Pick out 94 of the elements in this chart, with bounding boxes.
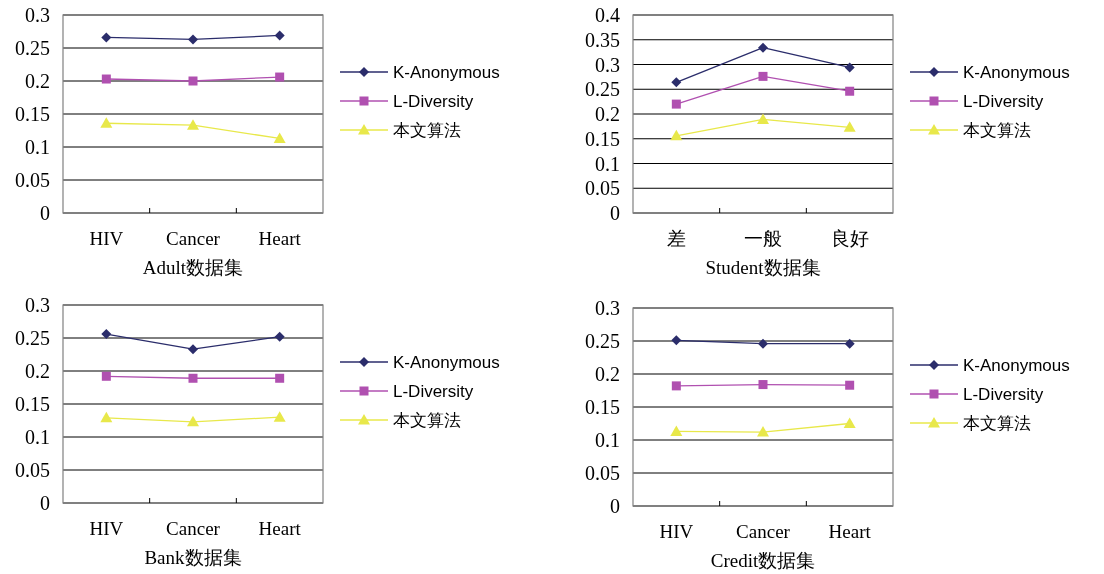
y-tick-label: 0.25 xyxy=(15,327,50,349)
point xyxy=(101,329,112,340)
y-tick-label: 0.3 xyxy=(595,53,620,76)
point xyxy=(670,129,683,141)
x-tick-label: Cancer xyxy=(166,228,221,249)
x-tick-label: Heart xyxy=(828,521,872,542)
y-tick-label: 0.1 xyxy=(25,426,50,448)
point xyxy=(188,373,198,383)
point xyxy=(100,411,113,423)
y-tick-label: 0.25 xyxy=(15,37,50,59)
point xyxy=(843,121,856,132)
x-tick-label: Heart xyxy=(258,228,302,249)
legend-label: L-Diversity xyxy=(393,92,474,111)
y-tick-label: 0.15 xyxy=(15,103,50,125)
point xyxy=(844,338,855,349)
y-tick-label: 0.2 xyxy=(595,363,620,385)
point xyxy=(843,417,856,428)
point xyxy=(101,74,111,84)
x-axis-title: Credit数据集 xyxy=(710,550,816,571)
y-tick-label: 0 xyxy=(610,202,620,224)
point xyxy=(188,76,198,86)
legend-label: L-Diversity xyxy=(393,382,474,401)
y-tick-label: 0.15 xyxy=(585,396,620,418)
legend-label: 本文算法 xyxy=(393,411,461,430)
point xyxy=(274,331,285,342)
y-tick-label: 0 xyxy=(40,202,50,224)
point xyxy=(845,380,855,390)
y-tick-label: 0.2 xyxy=(595,103,620,125)
point xyxy=(273,411,286,422)
y-tick-label: 0.25 xyxy=(585,330,620,352)
y-tick-label: 0.3 xyxy=(595,297,620,319)
point xyxy=(275,72,285,82)
x-tick-label: HIV xyxy=(659,521,694,542)
legend-label: L-Diversity xyxy=(963,92,1044,111)
point xyxy=(671,381,681,391)
point xyxy=(844,62,855,73)
point xyxy=(671,77,682,88)
y-tick-label: 0.1 xyxy=(595,152,620,175)
y-tick-label: 0.4 xyxy=(595,4,620,26)
point xyxy=(758,380,768,390)
y-tick-label: 0.3 xyxy=(25,294,50,316)
x-tick-label: Cancer xyxy=(736,521,791,542)
point xyxy=(671,335,682,346)
legend-label: K-Anonymous xyxy=(393,353,500,372)
x-tick-label: Cancer xyxy=(166,518,221,539)
y-tick-label: 0 xyxy=(40,492,50,514)
point xyxy=(275,373,285,383)
y-tick-label: 0.15 xyxy=(15,393,50,415)
point xyxy=(757,113,769,124)
legend-label: L-Diversity xyxy=(963,385,1044,404)
x-tick-label: HIV xyxy=(89,228,124,249)
x-axis-title: Bank数据集 xyxy=(144,547,242,568)
legend-label: 本文算法 xyxy=(963,414,1031,433)
y-tick-label: 0.05 xyxy=(585,462,620,484)
x-tick-label: Heart xyxy=(258,518,302,539)
y-tick-label: 0.1 xyxy=(25,136,50,158)
x-tick-label: HIV xyxy=(89,518,124,539)
y-tick-label: 0.05 xyxy=(15,459,50,481)
point xyxy=(187,415,199,427)
point xyxy=(188,344,198,355)
y-tick-label: 0.15 xyxy=(585,127,620,150)
y-tick-label: 0.25 xyxy=(585,78,620,101)
point xyxy=(757,426,769,437)
legend-label: K-Anonymous xyxy=(393,63,500,82)
y-tick-label: 0.2 xyxy=(25,70,50,92)
point xyxy=(670,425,683,436)
legend-label: 本文算法 xyxy=(393,121,461,140)
point xyxy=(188,34,198,45)
y-tick-label: 0.35 xyxy=(585,28,620,51)
legend-label: K-Anonymous xyxy=(963,356,1070,375)
legend-label: K-Anonymous xyxy=(963,63,1070,82)
x-tick-label: 一般 xyxy=(744,228,782,249)
point xyxy=(274,30,285,41)
y-tick-label: 0.2 xyxy=(25,360,50,382)
x-tick-label: 良好 xyxy=(830,228,869,249)
point xyxy=(101,371,111,381)
y-tick-label: 0.05 xyxy=(585,177,620,200)
point xyxy=(187,119,199,130)
point xyxy=(758,71,768,81)
point xyxy=(671,99,681,109)
x-axis-title: Student数据集 xyxy=(705,257,821,278)
point xyxy=(758,42,768,53)
point xyxy=(100,117,113,128)
point xyxy=(758,338,768,349)
point xyxy=(845,86,855,96)
y-tick-label: 0.1 xyxy=(595,429,620,451)
y-tick-label: 0 xyxy=(610,495,620,517)
point xyxy=(101,32,112,43)
x-axis-title: Adult数据集 xyxy=(142,257,244,278)
y-tick-label: 0.05 xyxy=(15,169,50,191)
point xyxy=(273,132,286,143)
x-tick-label: 差 xyxy=(666,228,686,249)
y-tick-label: 0.3 xyxy=(25,4,50,26)
legend-label: 本文算法 xyxy=(963,121,1031,140)
